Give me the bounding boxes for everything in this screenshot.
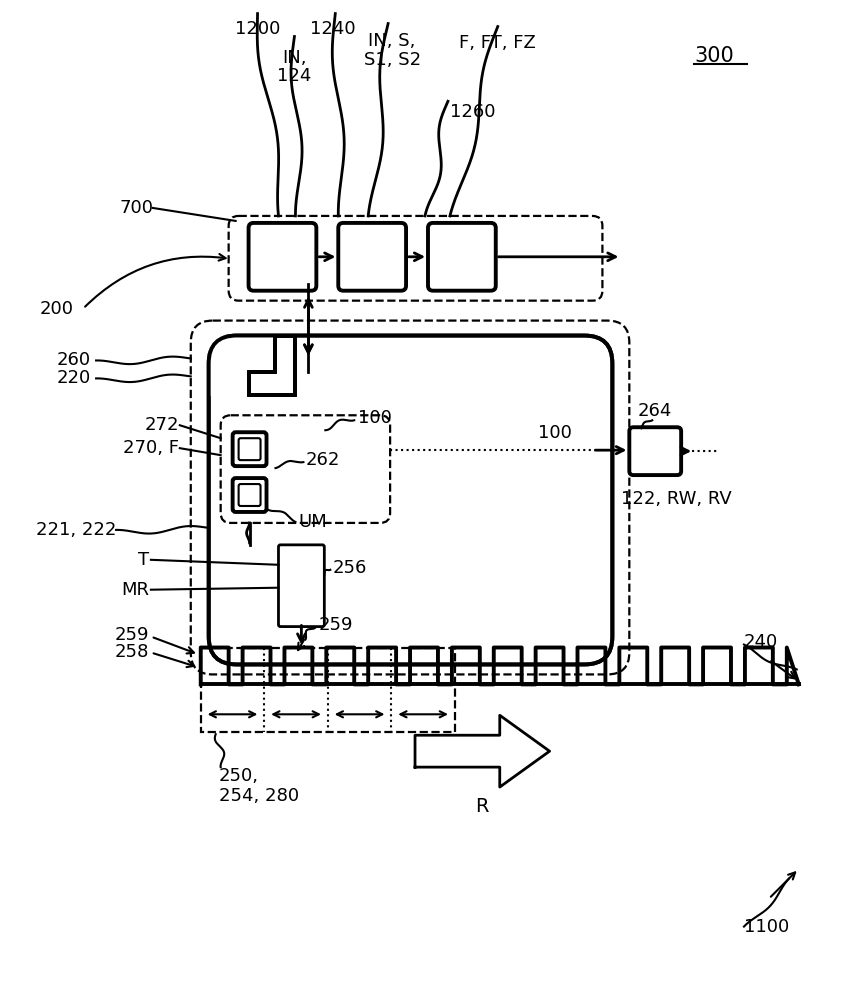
Text: 700: 700 bbox=[119, 199, 153, 217]
Text: MR: MR bbox=[121, 581, 149, 599]
FancyBboxPatch shape bbox=[229, 216, 602, 301]
Text: 258: 258 bbox=[114, 643, 149, 661]
Text: 259: 259 bbox=[318, 616, 353, 634]
FancyBboxPatch shape bbox=[238, 484, 260, 506]
Text: UM: UM bbox=[298, 513, 327, 531]
Text: 1260: 1260 bbox=[450, 103, 495, 121]
Text: 122, RW, RV: 122, RW, RV bbox=[622, 490, 732, 508]
Polygon shape bbox=[415, 715, 550, 787]
FancyBboxPatch shape bbox=[428, 223, 496, 291]
FancyBboxPatch shape bbox=[209, 336, 612, 664]
Text: 259: 259 bbox=[114, 626, 149, 644]
Text: 100: 100 bbox=[538, 424, 572, 442]
Text: 1240: 1240 bbox=[310, 20, 356, 38]
FancyBboxPatch shape bbox=[238, 438, 260, 460]
Text: 264: 264 bbox=[638, 402, 672, 420]
FancyBboxPatch shape bbox=[278, 545, 324, 627]
FancyBboxPatch shape bbox=[232, 432, 266, 466]
Text: 256: 256 bbox=[332, 559, 366, 577]
Text: 250,: 250, bbox=[219, 767, 259, 785]
Text: 1200: 1200 bbox=[235, 20, 280, 38]
FancyBboxPatch shape bbox=[248, 223, 316, 291]
Text: 300: 300 bbox=[695, 46, 734, 66]
Text: IN, S,: IN, S, bbox=[368, 32, 416, 50]
Text: 240: 240 bbox=[744, 633, 778, 651]
FancyBboxPatch shape bbox=[232, 478, 266, 512]
Text: T: T bbox=[137, 551, 149, 569]
FancyBboxPatch shape bbox=[220, 415, 390, 523]
Text: 100: 100 bbox=[358, 409, 392, 427]
Text: 221, 222: 221, 222 bbox=[36, 521, 117, 539]
FancyBboxPatch shape bbox=[629, 427, 681, 475]
Text: 1100: 1100 bbox=[744, 918, 789, 936]
Text: 220: 220 bbox=[56, 369, 91, 387]
Text: IN,: IN, bbox=[282, 49, 307, 67]
Text: 262: 262 bbox=[305, 451, 340, 469]
Polygon shape bbox=[209, 336, 295, 395]
Text: 254, 280: 254, 280 bbox=[219, 787, 298, 805]
Text: 260: 260 bbox=[56, 351, 91, 369]
Text: S1, S2: S1, S2 bbox=[364, 51, 421, 69]
Text: F, FT, FZ: F, FT, FZ bbox=[460, 34, 536, 52]
Bar bbox=[201, 648, 455, 732]
Polygon shape bbox=[248, 336, 295, 395]
FancyBboxPatch shape bbox=[191, 321, 629, 674]
Text: 270, F: 270, F bbox=[123, 439, 179, 457]
Text: 272: 272 bbox=[144, 416, 179, 434]
FancyBboxPatch shape bbox=[338, 223, 406, 291]
Text: 124: 124 bbox=[277, 67, 311, 85]
Text: R: R bbox=[476, 797, 489, 816]
Text: 200: 200 bbox=[39, 300, 73, 318]
